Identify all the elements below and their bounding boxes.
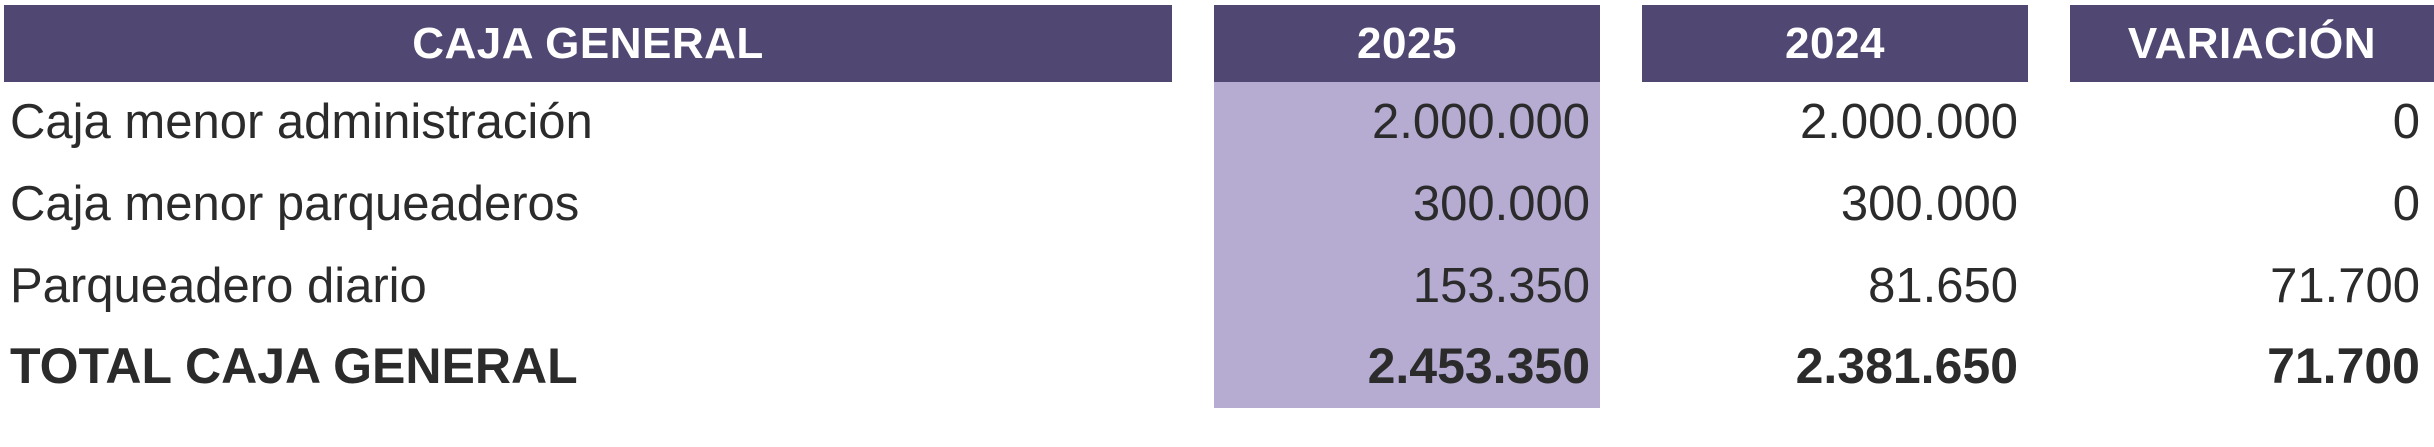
row-value-variacion: 0 <box>2392 177 2420 231</box>
row-value-2024: 2.000.000 <box>1800 95 2018 149</box>
row-value-variacion: 0 <box>2392 95 2420 149</box>
header-2024: 2024 <box>1642 5 2028 82</box>
row-value-variacion: 71.700 <box>2270 259 2420 313</box>
total-value-variacion: 71.700 <box>2267 338 2420 394</box>
row-label: Parqueadero diario <box>10 259 427 313</box>
header-2025: 2025 <box>1214 5 1600 82</box>
row-value-2024: 81.650 <box>1868 259 2018 313</box>
header-caja-general: CAJA GENERAL <box>4 5 1172 82</box>
column-2025-highlight <box>1214 82 1600 408</box>
table-row: Caja menor parqueaderos 300.000 300.000 … <box>0 164 2434 244</box>
header-2025-text: 2025 <box>1357 18 1457 68</box>
total-value-2025: 2.453.350 <box>1367 338 1590 394</box>
total-value-2024: 2.381.650 <box>1795 338 2018 394</box>
row-value-2025: 153.350 <box>1412 259 1590 313</box>
header-variacion-text: VARIACIÓN <box>2127 18 2377 68</box>
row-label: Caja menor parqueaderos <box>10 177 580 231</box>
table-row: Caja menor administración 2.000.000 2.00… <box>0 82 2434 162</box>
header-variacion: VARIACIÓN <box>2070 5 2434 82</box>
row-value-2025: 300.000 <box>1412 177 1590 231</box>
total-label: TOTAL CAJA GENERAL <box>10 338 578 394</box>
header-caja-general-text: CAJA GENERAL <box>412 18 764 68</box>
row-value-2025: 2.000.000 <box>1372 95 1590 149</box>
table-row: Parqueadero diario 153.350 81.650 71.700 <box>0 246 2434 326</box>
row-value-2024: 300.000 <box>1840 177 2018 231</box>
header-2024-text: 2024 <box>1785 18 1885 68</box>
total-row: TOTAL CAJA GENERAL 2.453.350 2.381.650 7… <box>0 326 2434 406</box>
row-label: Caja menor administración <box>10 95 593 149</box>
